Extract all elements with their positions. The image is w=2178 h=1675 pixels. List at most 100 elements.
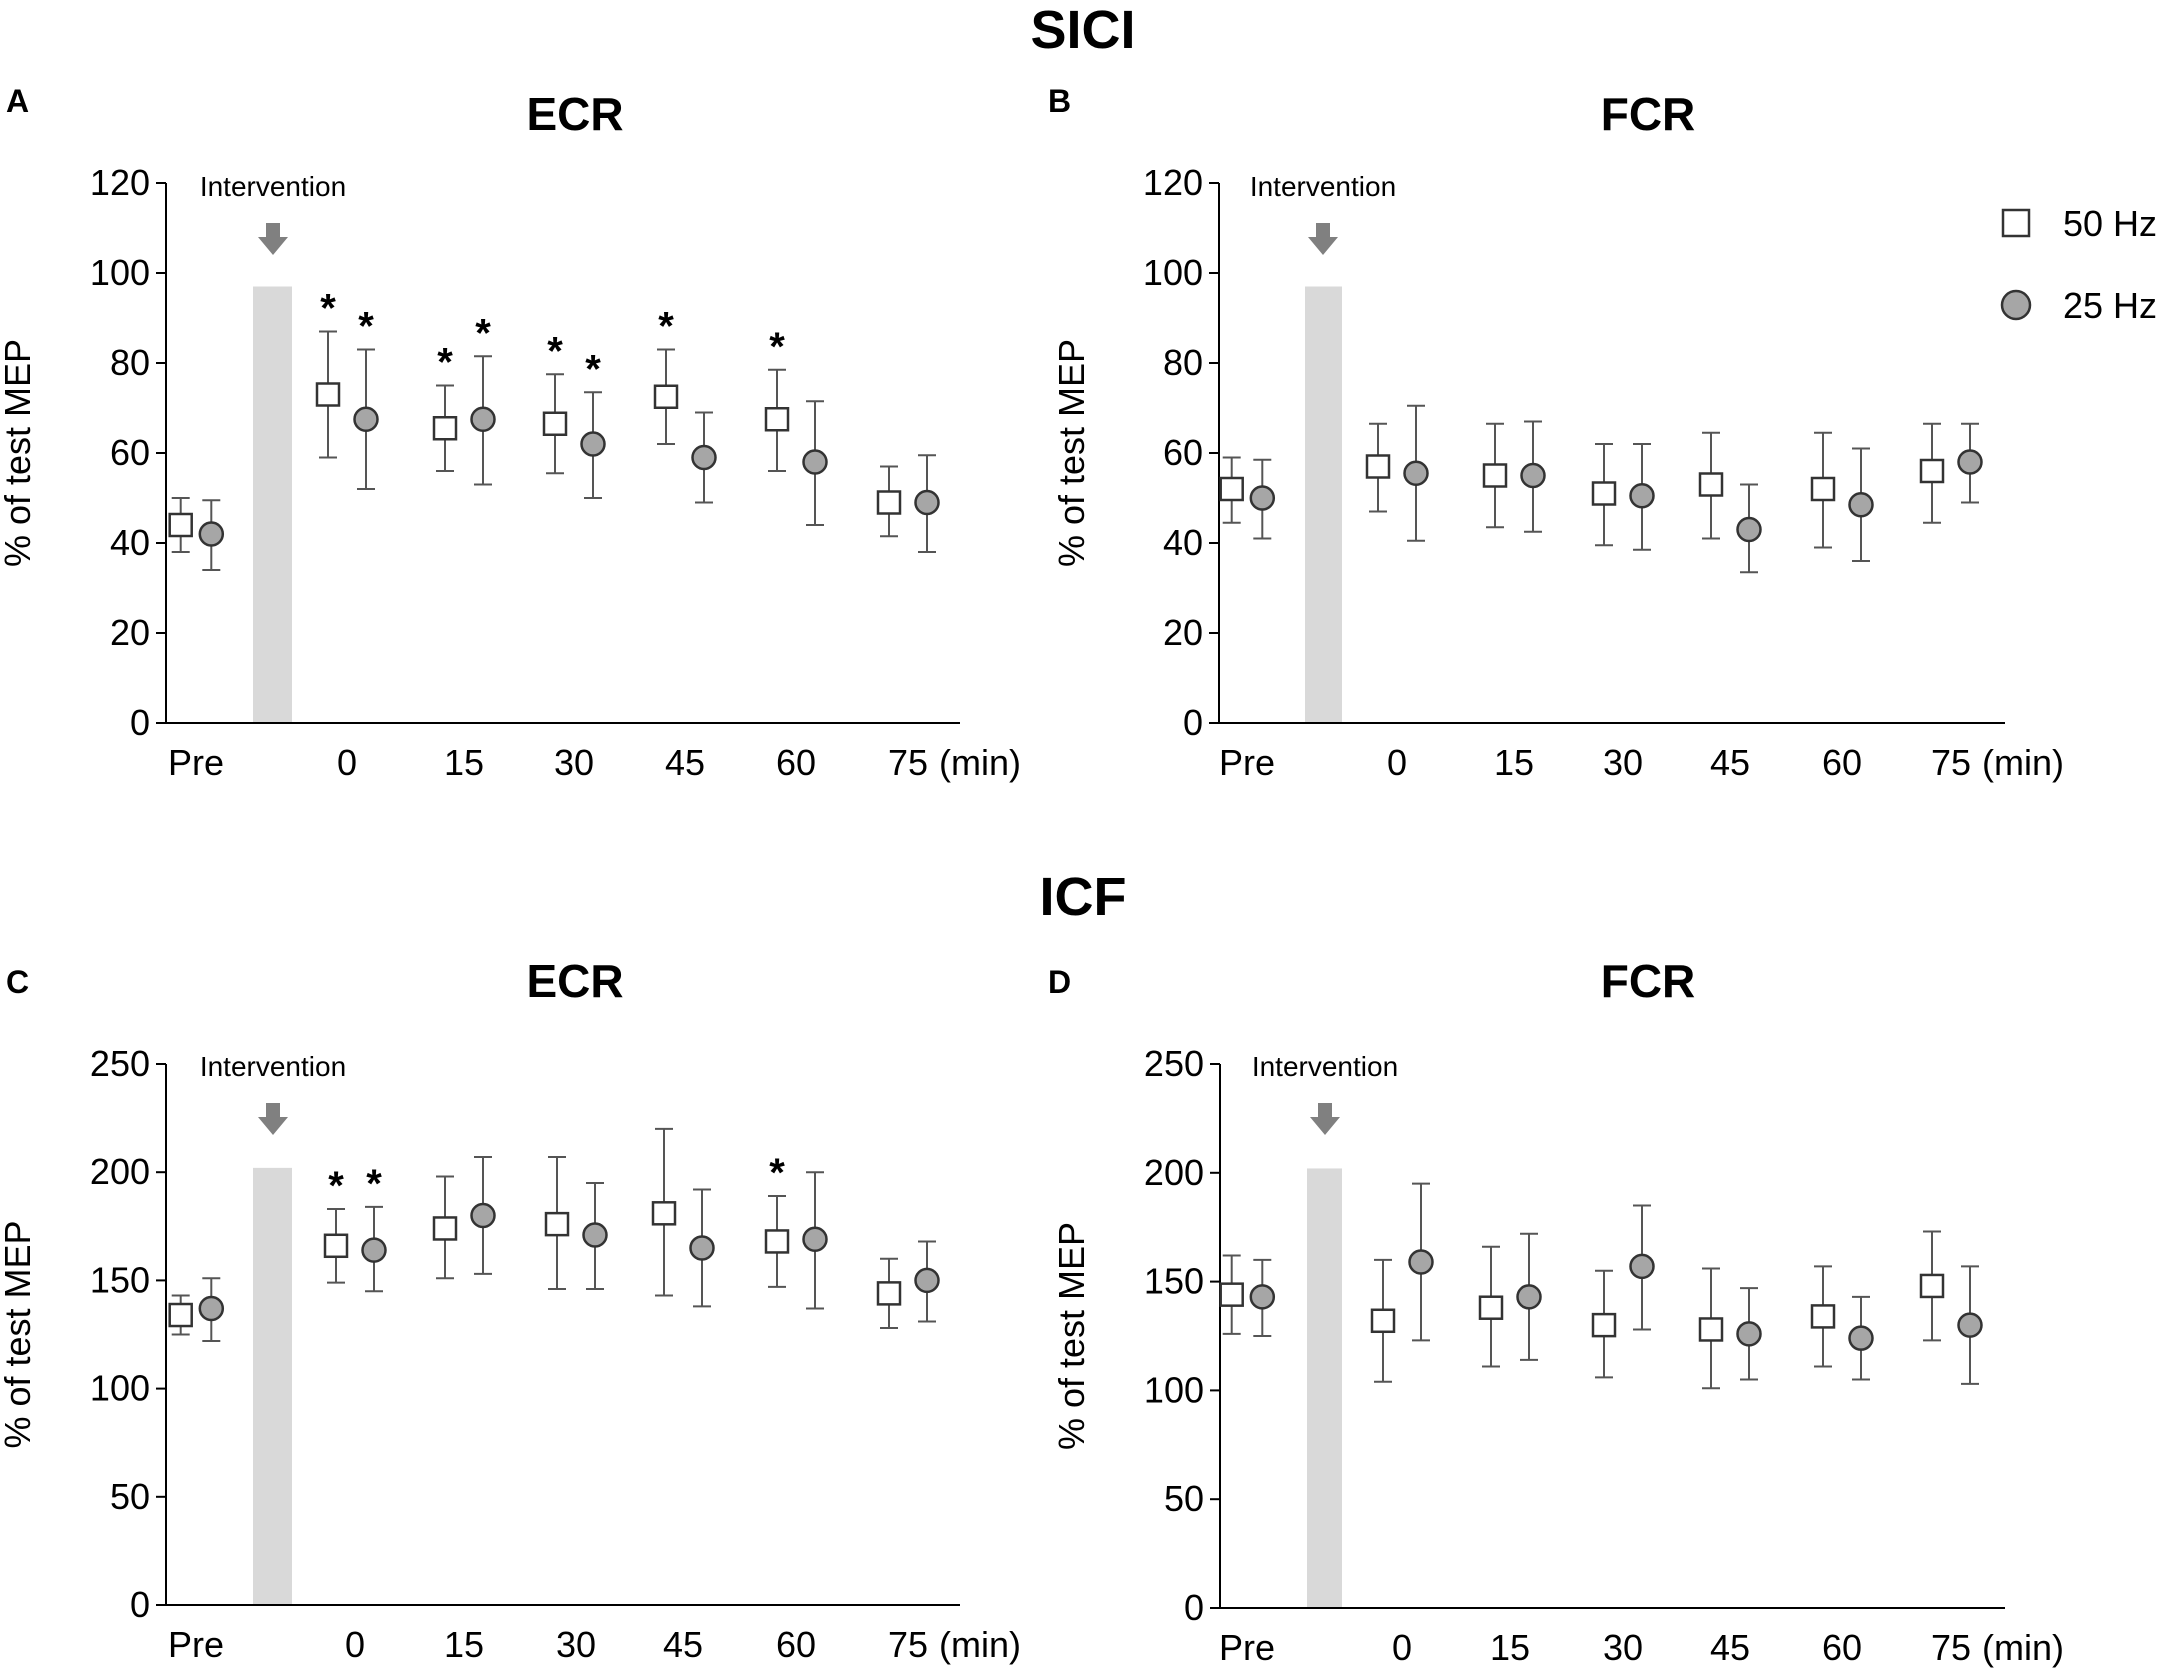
- y-tick-label: 50: [1164, 1478, 1204, 1519]
- y-axis-label: % of test MEP: [1051, 1222, 1092, 1450]
- data-point-50hz: [1698, 1317, 1724, 1342]
- data-point-25hz: [802, 449, 828, 475]
- x-tick-label: 0: [345, 1624, 365, 1665]
- y-tick-label: 0: [1184, 1587, 1204, 1628]
- x-tick-label: 60: [776, 742, 816, 783]
- y-tick-label: 80: [110, 342, 150, 383]
- intervention-band: [1307, 1168, 1342, 1608]
- x-tick-label: 15: [444, 1624, 484, 1665]
- data-point-25hz: [1516, 1284, 1542, 1310]
- data-point-25hz: [1408, 1249, 1434, 1275]
- data-point-50hz: [315, 382, 341, 407]
- x-tick-label: 0: [1387, 742, 1407, 783]
- x-tick-label: 30: [1603, 1627, 1643, 1668]
- x-tick-label: 75: [1931, 742, 1971, 783]
- data-point-25hz: [353, 406, 379, 432]
- intervention-arrow-icon: [258, 1103, 288, 1135]
- significance-asterisk: *: [769, 325, 785, 369]
- data-point-25hz: [802, 1226, 828, 1253]
- intervention-label: Intervention: [200, 1051, 346, 1082]
- y-tick-label: 100: [1143, 252, 1203, 293]
- data-point-25hz: [470, 1202, 496, 1229]
- data-point-25hz: [1848, 492, 1874, 518]
- significance-asterisk: *: [658, 305, 674, 349]
- data-point-25hz: [691, 444, 717, 471]
- panel-title: FCR: [1601, 955, 1696, 1007]
- x-unit-label: (min): [1982, 1627, 2064, 1668]
- data-point-50hz: [764, 1229, 790, 1254]
- data-point-50hz: [876, 1281, 902, 1306]
- x-tick-label: Pre: [168, 742, 224, 783]
- x-tick-label: 75: [1931, 1627, 1971, 1668]
- y-tick-label: 60: [110, 432, 150, 473]
- data-point-25hz: [580, 431, 606, 457]
- section-title-sici: SICI: [1030, 0, 1135, 60]
- data-point-25hz: [914, 1267, 940, 1294]
- y-tick-label: 250: [1144, 1043, 1204, 1084]
- data-point-50hz: [544, 1211, 570, 1237]
- significance-asterisk: *: [320, 287, 336, 331]
- x-tick-label: Pre: [1219, 742, 1275, 783]
- significance-asterisk: *: [585, 347, 601, 391]
- x-tick-label: 60: [1822, 742, 1862, 783]
- data-point-50hz: [432, 416, 458, 441]
- data-point-50hz: [1919, 1273, 1945, 1299]
- y-tick-label: 50: [110, 1476, 150, 1517]
- data-point-25hz: [470, 406, 496, 432]
- x-tick-label: 45: [1710, 742, 1750, 783]
- x-unit-label: (min): [1982, 742, 2064, 783]
- significance-asterisk: *: [366, 1162, 382, 1206]
- data-point-50hz: [876, 490, 902, 515]
- data-point-50hz: [653, 384, 679, 409]
- data-point-50hz: [1810, 476, 1836, 502]
- y-axis-label: % of test MEP: [0, 1220, 38, 1448]
- x-tick-label: 75: [888, 742, 928, 783]
- x-tick-label: 15: [1490, 1627, 1530, 1668]
- data-point-25hz: [1249, 1284, 1276, 1310]
- legend-label-25hz: 25 Hz: [2063, 285, 2157, 326]
- y-tick-label: 0: [130, 702, 150, 743]
- panel-a: Intervention 0 20 40 60 80 100 120 ECR A % of test…: [0, 83, 1021, 783]
- intervention-band: [253, 1167, 292, 1605]
- y-tick-label: 250: [90, 1043, 150, 1084]
- x-tick-label: 45: [665, 742, 705, 783]
- significance-asterisk: *: [437, 341, 453, 385]
- significance-asterisk: *: [328, 1164, 344, 1208]
- data-point-50hz: [168, 1302, 193, 1328]
- x-tick-label: 45: [1710, 1627, 1750, 1668]
- intervention-arrow-icon: [1308, 223, 1338, 255]
- data-point-50hz: [1591, 1312, 1617, 1338]
- y-tick-label: 120: [90, 162, 150, 203]
- legend-label-50hz: 50 Hz: [2063, 203, 2157, 244]
- x-tick-label: Pre: [168, 1624, 224, 1665]
- data-point-25hz: [1957, 449, 1983, 475]
- data-point-50hz: [1919, 458, 1945, 484]
- y-tick-label: 80: [1163, 342, 1203, 383]
- data-point-50hz: [651, 1201, 677, 1226]
- x-tick-label: 0: [1392, 1627, 1412, 1668]
- data-point-25hz: [1249, 485, 1276, 511]
- data-point-25hz: [689, 1235, 715, 1261]
- legend: 50 Hz 25 Hz: [2000, 203, 2157, 326]
- y-tick-label: 150: [90, 1259, 150, 1300]
- data-point-25hz: [1957, 1312, 1983, 1338]
- x-tick-label: 60: [1822, 1627, 1862, 1668]
- x-tick-label: 45: [663, 1624, 703, 1665]
- x-tick-label: 30: [556, 1624, 596, 1665]
- x-tick-label: 15: [1494, 742, 1534, 783]
- data-point-25hz: [1520, 462, 1546, 489]
- x-tick-label: 60: [776, 1624, 816, 1665]
- panel-letter: D: [1048, 964, 1071, 1000]
- data-point-50hz: [1591, 481, 1617, 506]
- section-title-icf: ICF: [1040, 867, 1127, 927]
- data-point-50hz: [168, 512, 193, 538]
- x-tick-label: 30: [1603, 742, 1643, 783]
- panel-letter: C: [6, 964, 29, 1000]
- y-tick-label: 60: [1163, 432, 1203, 473]
- data-point-50hz: [323, 1233, 349, 1259]
- data-point-25hz: [198, 521, 225, 547]
- data-point-50hz: [542, 411, 568, 436]
- x-unit-label: (min): [939, 1624, 1021, 1665]
- intervention-arrow-icon: [258, 223, 288, 255]
